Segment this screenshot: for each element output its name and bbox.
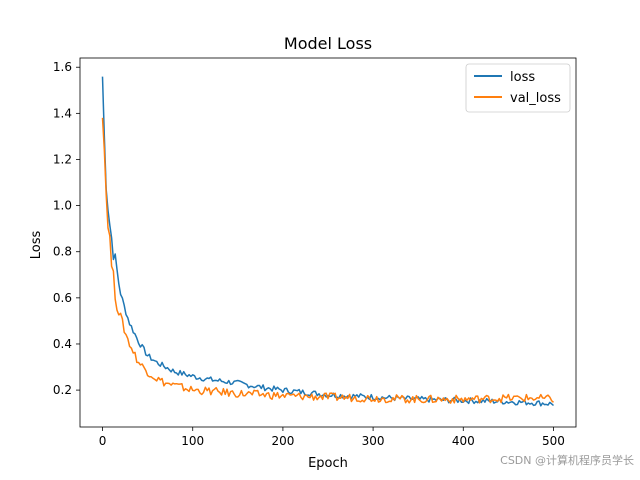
y-tick-label: 1.6: [53, 60, 72, 74]
x-tick-label: 400: [452, 434, 475, 448]
y-tick-label: 1.4: [53, 106, 72, 120]
legend-label-val_loss: val_loss: [510, 91, 561, 106]
y-tick-label: 0.6: [53, 291, 72, 305]
x-axis-label: Epoch: [308, 456, 348, 471]
y-tick-label: 0.8: [53, 245, 72, 259]
y-tick-label: 1.0: [53, 199, 72, 213]
legend: loss val_loss: [465, 63, 571, 113]
x-tick-label: 0: [99, 434, 107, 448]
y-axis-label: Loss: [29, 231, 44, 260]
y-tick-label: 1.2: [53, 152, 72, 166]
y-tick-label: 0.2: [53, 383, 72, 397]
plot-frame: [79, 57, 577, 428]
chart-title: Model Loss: [284, 34, 372, 53]
x-tick-label: 500: [542, 434, 565, 448]
x-tick-label: 100: [181, 434, 204, 448]
watermark: CSDN @计算机程序员学长: [500, 454, 634, 467]
legend-label-loss: loss: [510, 70, 535, 85]
series-line-val_loss: [101, 117, 554, 404]
y-tick-label: 0.4: [53, 337, 72, 351]
series-line-loss: [101, 76, 554, 407]
x-axis: 0 100 200 300 400 500: [99, 427, 565, 448]
x-tick-label: 200: [271, 434, 294, 448]
x-tick-label: 300: [362, 434, 385, 448]
y-axis: 0.2 0.4 0.6 0.8 1.0 1.2 1.4 1.6: [53, 60, 80, 397]
series-layer: [101, 76, 554, 407]
plot-area: [79, 57, 577, 428]
